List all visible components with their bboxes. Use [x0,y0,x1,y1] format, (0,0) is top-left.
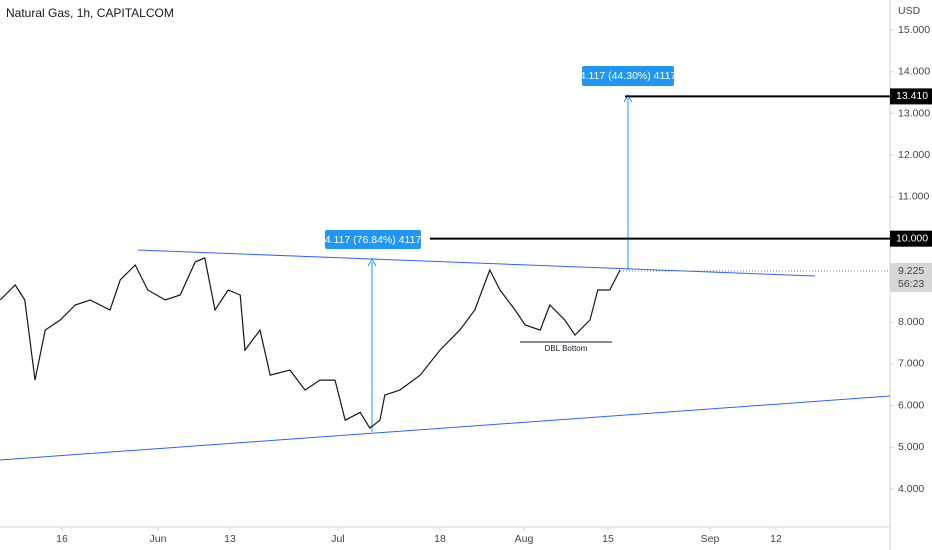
y-tick-label: 13.000 [898,107,930,119]
y-tick-label: 7.000 [898,358,924,370]
level-label: 10.000 [896,232,928,244]
y-tick-label: 15.000 [898,24,930,36]
x-tick-label: Jul [331,533,344,545]
x-tick-label: 15 [602,533,614,545]
measure-label: 4.117 (76.84%) 4117 [325,234,422,246]
measure-label: 4.117 (44.30%) 4117 [580,70,677,82]
measure-box [325,230,421,249]
x-tick-label: 18 [434,533,446,545]
y-tick-label: 8.000 [898,316,924,328]
chart-title: Natural Gas, 1h, CAPITALCOM [6,6,174,20]
level-badge [890,230,932,247]
y-tick-label: 4.000 [898,483,924,495]
measure-box [582,66,674,86]
trend-line [0,395,891,461]
y-tick-label: 14.000 [898,66,930,78]
x-tick-label: Aug [515,533,534,545]
y-tick-label: 11.000 [898,191,929,203]
last-price-label: 9.225 [898,265,924,277]
x-tick-label: 16 [56,533,68,545]
last-price-badge [890,263,932,293]
level-badge [890,88,932,105]
y-tick-label: 12.000 [898,149,930,161]
x-tick-label: 12 [770,533,782,545]
y-tick-label: 5.000 [898,441,924,453]
trend-line [137,249,816,277]
countdown: 56:23 [898,278,924,290]
axis-unit: USD [898,5,921,17]
x-tick-label: 13 [224,533,236,545]
y-tick-label: 6.000 [898,399,924,411]
x-tick-label: Jun [150,533,167,545]
x-tick-label: Sep [701,533,720,545]
price-line [0,257,621,429]
annotation: DBL Bottom [545,344,588,353]
arrow-head [367,257,377,267]
level-label: 13.410 [896,90,928,102]
arrow-head [623,93,633,103]
